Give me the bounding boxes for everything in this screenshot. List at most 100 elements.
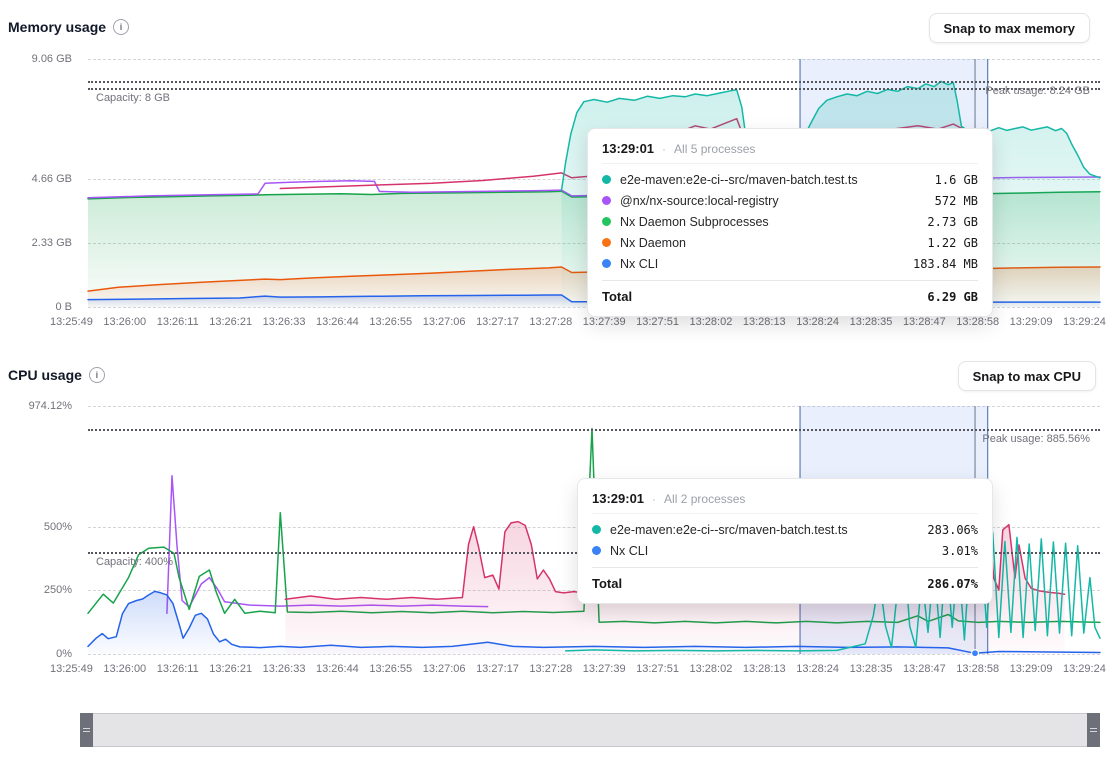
tooltip-process-row: Nx Daemon1.22 GB: [602, 232, 978, 253]
snap-to-max-memory-button[interactable]: Snap to max memory: [929, 13, 1091, 43]
tooltip-header: 13:29:01 · All 2 processes: [592, 487, 978, 514]
brush-handle-left[interactable]: [80, 713, 93, 747]
x-tick-label: 13:27:51: [636, 663, 679, 675]
x-tick-label: 13:28:13: [743, 316, 786, 328]
x-tick-label: 13:27:06: [423, 316, 466, 328]
brush-handle-right[interactable]: [1087, 713, 1100, 747]
process-value: 183.84 MB: [913, 257, 978, 271]
x-tick-label: 13:26:44: [316, 316, 359, 328]
x-tick-label: 13:29:24: [1063, 663, 1106, 675]
tooltip-subtitle: All 5 processes: [674, 142, 755, 156]
process-value: 1.22 GB: [927, 236, 978, 250]
memory-usage-title-text: Memory usage: [8, 19, 106, 35]
info-icon[interactable]: i: [113, 19, 129, 35]
tooltip-subtitle: All 2 processes: [664, 492, 745, 506]
process-value: 2.73 GB: [927, 215, 978, 229]
x-tick-label: 13:27:17: [476, 316, 519, 328]
tooltip-total-row: Total 286.07%: [592, 567, 978, 595]
info-icon[interactable]: i: [89, 367, 105, 383]
x-tick-label: 13:26:00: [103, 663, 146, 675]
x-tick-label: 13:25:49: [50, 663, 93, 675]
memory-usage-title: Memory usage i: [8, 19, 129, 35]
cpu-tooltip: 13:29:01 · All 2 processes e2e-maven:e2e…: [577, 478, 993, 604]
tooltip-header: 13:29:01 · All 5 processes: [602, 137, 978, 164]
tooltip-process-row: Nx CLI3.01%: [592, 540, 978, 561]
x-tick-label: 13:28:58: [956, 663, 999, 675]
x-tick-label: 13:28:13: [743, 663, 786, 675]
process-value: 572 MB: [935, 194, 978, 208]
cpu-usage-title-text: CPU usage: [8, 367, 82, 383]
series-color-dot: [602, 217, 611, 226]
x-tick-label: 13:26:11: [157, 316, 199, 328]
x-tick-label: 13:27:39: [583, 316, 626, 328]
process-value: 283.06%: [927, 523, 978, 537]
x-tick-label: 13:29:24: [1063, 316, 1106, 328]
process-value: 3.01%: [942, 544, 978, 558]
x-tick-label: 13:26:44: [316, 663, 359, 675]
x-tick-label: 13:28:47: [903, 663, 946, 675]
memory-x-axis-labels: 13:25:49 13:26:00 13:26:11 13:26:21 13:26:33…: [50, 316, 1106, 328]
y-tick-label: 0 B: [55, 301, 72, 313]
x-tick-label: 13:26:00: [103, 316, 146, 328]
gridline: [88, 654, 1100, 655]
tooltip-process-row: Nx CLI 183.84 MB: [602, 253, 978, 274]
process-name: Nx Daemon Subprocesses: [620, 215, 918, 229]
x-tick-label: 13:26:11: [157, 663, 199, 675]
tooltip-process-row: @nx/nx-source:local-registry572 MB: [602, 190, 978, 211]
cpu-usage-title: CPU usage i: [8, 367, 105, 383]
x-tick-label: 13:27:39: [583, 663, 626, 675]
series-color-dot: [602, 259, 611, 268]
tooltip-separator: ·: [662, 142, 666, 156]
y-tick-label: 2.33 GB: [32, 237, 72, 249]
x-tick-label: 13:27:17: [476, 663, 519, 675]
x-tick-label: 13:28:02: [690, 316, 733, 328]
x-tick-label: 13:27:06: [423, 663, 466, 675]
capacity-line: [88, 88, 1100, 90]
brush-track[interactable]: [80, 713, 1100, 747]
x-tick-label: 13:28:47: [903, 316, 946, 328]
capacity-label: Capacity: 400%: [96, 556, 173, 568]
cpu-y-axis-labels: 974.12%500%250%0%: [0, 406, 80, 654]
x-tick-label: 13:26:21: [209, 316, 252, 328]
time-range-brush: [80, 713, 1100, 747]
tooltip-total-value: 286.07%: [927, 577, 978, 591]
x-tick-label: 13:29:09: [1010, 316, 1053, 328]
hover-value-dot: [972, 650, 979, 657]
x-tick-label: 13:25:49: [50, 316, 93, 328]
tooltip-time: 13:29:01: [592, 491, 644, 506]
cpu-x-axis-labels: 13:25:49 13:26:00 13:26:11 13:26:21 13:26:33…: [50, 663, 1106, 675]
tooltip-separator: ·: [652, 492, 656, 506]
tooltip-rows: e2e-maven:e2e-ci--src/maven-batch.test.t…: [592, 514, 978, 563]
tooltip-time: 13:29:01: [602, 141, 654, 156]
y-tick-label: 974.12%: [29, 400, 72, 412]
tooltip-total-label: Total: [592, 576, 927, 591]
x-tick-label: 13:28:58: [956, 316, 999, 328]
series-color-dot: [602, 175, 611, 184]
series-color-dot: [592, 546, 601, 555]
snap-to-max-cpu-button[interactable]: Snap to max CPU: [958, 361, 1096, 391]
series-color-dot: [602, 196, 611, 205]
process-value: 1.6 GB: [935, 173, 978, 187]
capacity-label: Capacity: 8 GB: [96, 92, 170, 104]
series-color-dot: [602, 238, 611, 247]
x-tick-label: 13:28:35: [850, 316, 893, 328]
y-tick-label: 500%: [44, 521, 72, 533]
process-name: e2e-maven:e2e-ci--src/maven-batch.test.t…: [610, 523, 918, 537]
x-tick-label: 13:26:33: [263, 316, 306, 328]
x-tick-label: 13:27:51: [636, 316, 679, 328]
tooltip-total-row: Total 6.29 GB: [602, 280, 978, 308]
process-name: Nx CLI: [620, 257, 904, 271]
tooltip-process-row: Nx Daemon Subprocesses 2.73 GB: [602, 211, 978, 232]
tooltip-rows: e2e-maven:e2e-ci--src/maven-batch.test.t…: [602, 164, 978, 276]
memory-tooltip: 13:29:01 · All 5 processes e2e-maven:e2e…: [587, 128, 993, 317]
x-tick-label: 13:28:35: [850, 663, 893, 675]
x-tick-label: 13:26:33: [263, 663, 306, 675]
x-tick-label: 13:28:24: [796, 663, 839, 675]
tooltip-total-label: Total: [602, 289, 927, 304]
x-tick-label: 13:27:28: [529, 316, 572, 328]
x-tick-label: 13:27:28: [529, 663, 572, 675]
y-tick-label: 0%: [56, 648, 72, 660]
x-tick-label: 13:26:21: [209, 663, 252, 675]
series-color-dot: [592, 525, 601, 534]
tooltip-total-value: 6.29 GB: [927, 290, 978, 304]
